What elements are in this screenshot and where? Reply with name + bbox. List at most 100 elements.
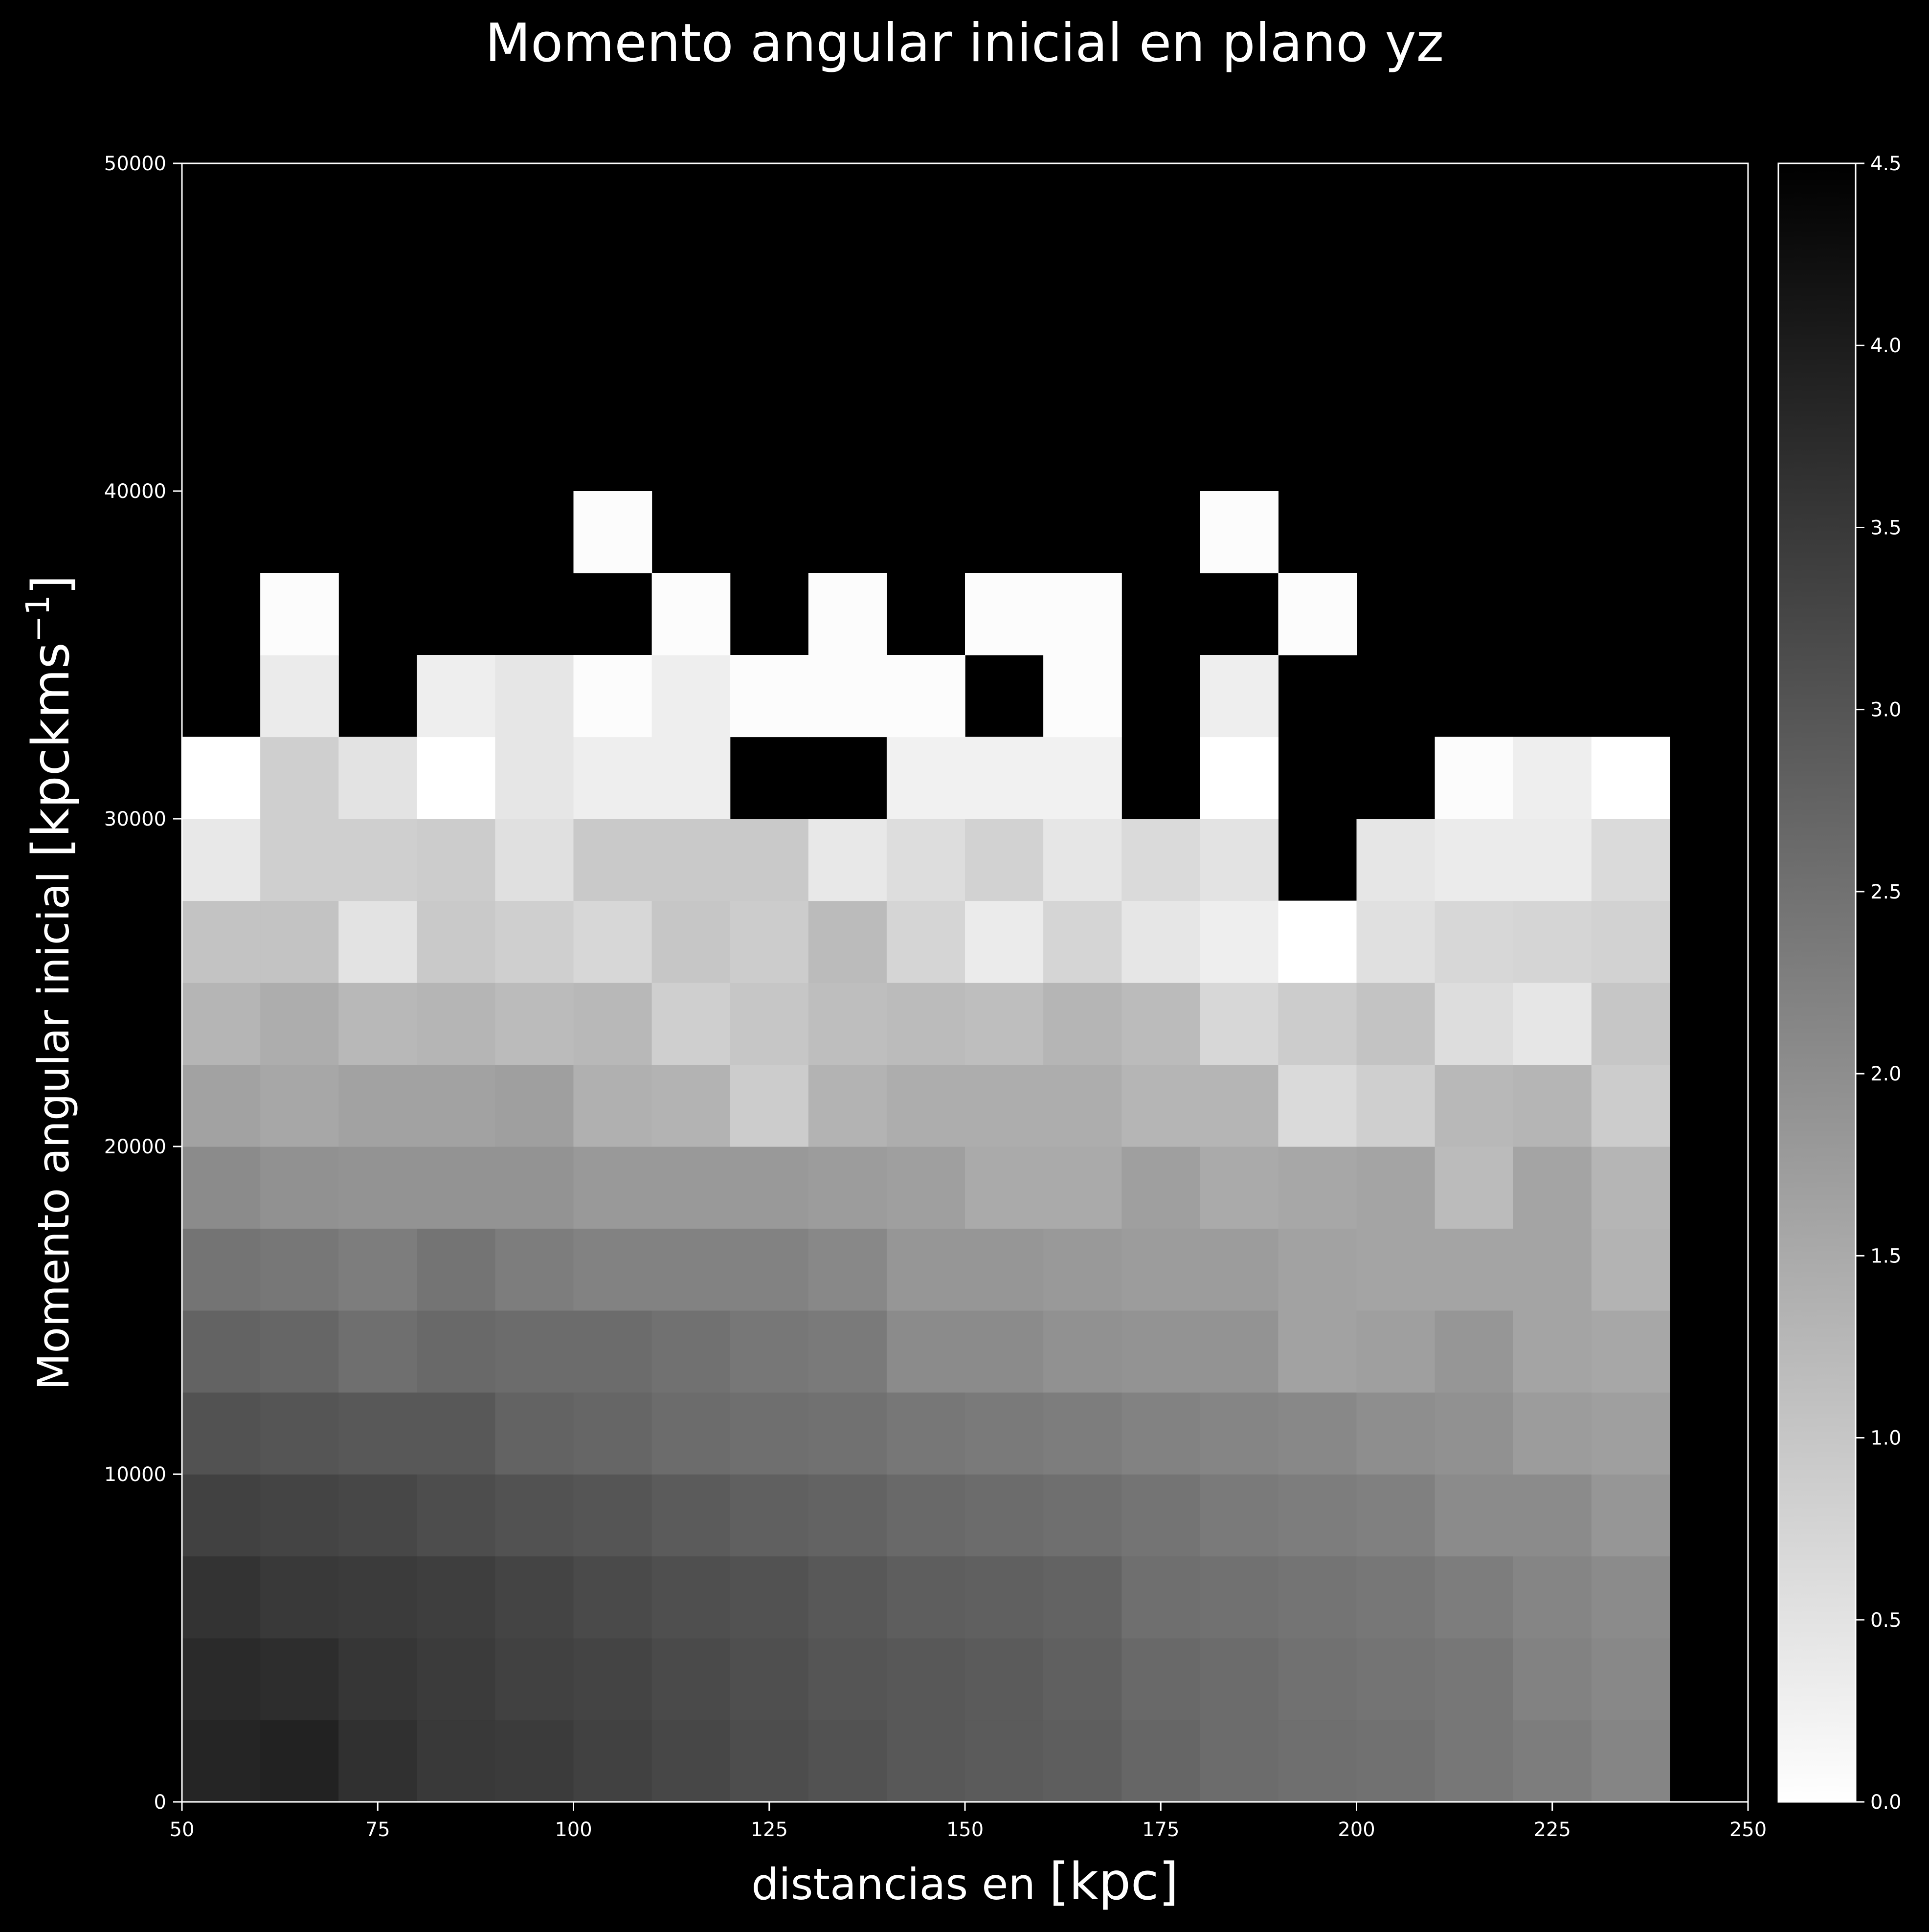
heatmap-cell [1356,1228,1436,1311]
heatmap-cell [495,1146,574,1229]
heatmap-cell [182,1638,261,1721]
heatmap-cell [730,1146,809,1229]
heatmap-cell [495,1638,574,1721]
heatmap-cell [651,1556,731,1639]
heatmap-cell [651,819,731,901]
heatmap-cell [1200,1720,1279,1802]
x-tick-label: 125 [751,1819,788,1841]
heatmap-cell [573,1228,652,1311]
x-axis-label: distancias en [kpc] [751,1852,1178,1911]
heatmap-cell [338,1392,417,1475]
heatmap-cell [417,819,495,901]
heatmap-cell [1356,1064,1436,1147]
heatmap-cell [573,900,652,983]
heatmap-cell [886,1310,965,1393]
heatmap-cell [808,1392,887,1475]
heatmap-cell [1435,1064,1514,1147]
colorbar-axis: 0.0 0.5 1.0 1.5 2.0 2.5 3.0 3.5 4.0 4.5 [1856,153,1902,1814]
heatmap-cell [1043,1310,1122,1393]
heatmap-cell [417,1638,495,1721]
heatmap-cell [1278,573,1357,655]
heatmap-cell [260,1720,339,1802]
heatmap-cell [1200,983,1279,1065]
heatmap-cell [338,1228,417,1311]
heatmap-cell [573,1064,652,1147]
heatmap-cell [651,900,731,983]
heatmap-cell [1122,819,1200,901]
heatmap-cell [1278,983,1357,1065]
heatmap-cell [495,1228,574,1311]
heatmap-cell [1591,819,1670,901]
y-tick-label: 10000 [104,1463,166,1486]
heatmap-cell [1278,1556,1357,1639]
heatmap-cell [1435,1474,1514,1557]
heatmap-cell [651,1064,731,1147]
heatmap-cell [965,1064,1044,1147]
heatmap-cell [1591,1556,1670,1639]
heatmap-cell [417,1474,495,1557]
heatmap-cell [1435,983,1514,1065]
heatmap-cell [260,1064,339,1147]
heatmap-cell [417,1064,495,1147]
heatmap-cell [965,1638,1044,1721]
heatmap-cell [965,737,1044,819]
heatmap-cell [338,1474,417,1557]
heatmap-cell [182,737,261,819]
heatmap-cell [1435,1638,1514,1721]
heatmap-cell [1122,1720,1200,1802]
heatmap-cell [1043,655,1122,738]
x-axis-label-main: distancias en [751,1859,1049,1910]
heatmap-cell [495,1556,574,1639]
heatmap-cell [886,1474,965,1557]
colorbar-tick-label: 1.0 [1870,1427,1902,1450]
heatmap-cell [965,1720,1044,1802]
heatmap-cell [808,1228,887,1311]
heatmap-cell [1513,1310,1592,1393]
x-tick-label: 200 [1338,1819,1375,1841]
heatmap-cell [338,900,417,983]
heatmap-cell [1122,1474,1200,1557]
heatmap-cell [808,1310,887,1393]
heatmap-cell [886,1228,965,1311]
heatmap-cell [1435,1392,1514,1475]
heatmap-cell [417,1392,495,1475]
heatmap-cell [651,1638,731,1721]
heatmap-cell [1278,1310,1357,1393]
heatmap-cell [1435,1310,1514,1393]
heatmap-cell [808,1146,887,1229]
heatmap-cell [1356,1638,1436,1721]
heatmap-cell [495,1310,574,1393]
heatmap-cell [1200,1228,1279,1311]
y-tick-label: 40000 [104,480,166,503]
heatmap-cell [730,1310,809,1393]
heatmap-cell [808,655,887,738]
heatmap-cell [495,1064,574,1147]
heatmap-cell [182,1310,261,1393]
heatmap-cell [886,1556,965,1639]
heatmap-cell [1356,1474,1436,1557]
heatmap-cell [808,1474,887,1557]
colorbar [1777,162,1857,1803]
heatmap-cell [1513,1474,1592,1557]
heatmap-cell [1513,900,1592,983]
y-axis-label: Momento angular inicial [kpckms−1] [19,575,81,1390]
heatmap-cell [495,737,574,819]
chart-title: Momento angular inicial en plano yz [485,13,1444,74]
heatmap-cell [417,737,495,819]
heatmap-cell [1591,1392,1670,1475]
heatmap-cell [573,655,652,738]
heatmap-cell [651,1310,731,1393]
heatmap-cell [1435,819,1514,901]
heatmap-cell [260,1228,339,1311]
heatmap-cell [417,900,495,983]
heatmap-cell [808,1556,887,1639]
heatmap-cell [573,1556,652,1639]
heatmap-cell [1043,1638,1122,1721]
heatmap-cell [1200,491,1279,574]
heatmap-cell [1043,983,1122,1065]
heatmap-cell [260,1556,339,1639]
heatmap-cell [495,983,574,1065]
colorbar-tick-label: 1.5 [1870,1245,1902,1267]
heatmap-cell [651,573,731,655]
heatmap-cell [1122,1146,1200,1229]
